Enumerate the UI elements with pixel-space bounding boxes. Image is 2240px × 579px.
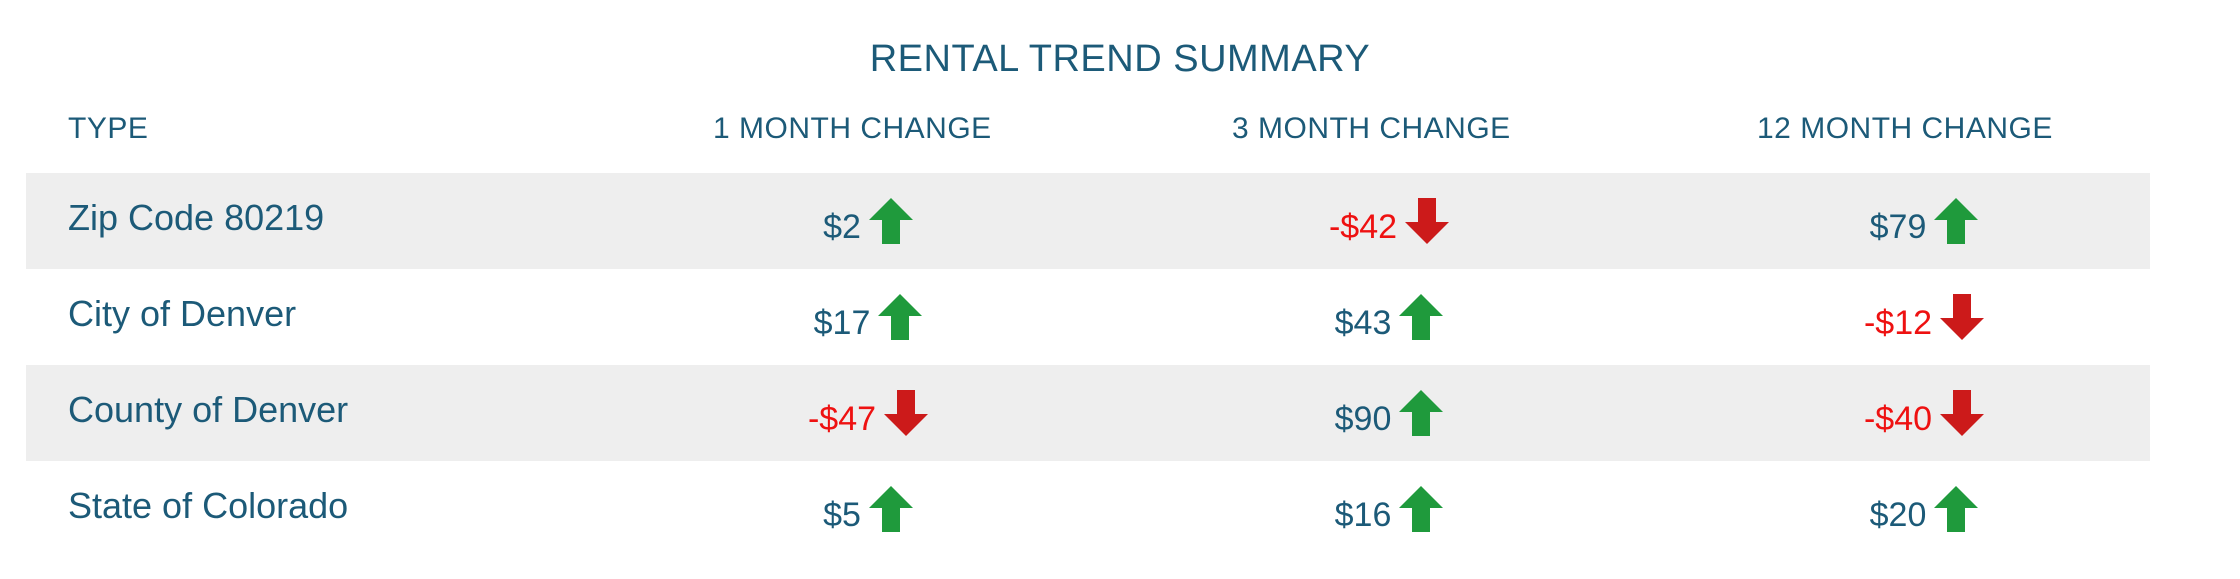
arrow-up-icon xyxy=(1934,486,1979,532)
arrow-down-shape xyxy=(1940,390,1985,436)
row-type-label: County of Denver xyxy=(68,389,349,430)
change-value: -$47 xyxy=(807,399,877,438)
cell-12-month-change: -$12 xyxy=(1774,269,2074,365)
change-value: $17 xyxy=(813,303,871,342)
cell-3-month-change: $43 xyxy=(1239,269,1539,365)
cell-12-month-change: $79 xyxy=(1774,173,2074,269)
change-value: $20 xyxy=(1869,495,1927,534)
row-type-label: City of Denver xyxy=(68,293,297,334)
arrow-down-shape xyxy=(1405,198,1450,244)
arrow-down-icon xyxy=(1940,294,1985,340)
arrow-down-icon xyxy=(884,390,929,436)
arrow-up-shape xyxy=(1934,198,1979,244)
cell-3-month-change: $16 xyxy=(1239,461,1539,557)
arrow-up-shape xyxy=(1934,486,1979,532)
change-value: $90 xyxy=(1334,399,1392,438)
change-value: $79 xyxy=(1869,207,1927,246)
header-12-month-change: 12 MONTH CHANGE xyxy=(1757,112,2053,145)
arrow-up-shape xyxy=(1399,294,1444,340)
header-3-month-change: 3 MONTH CHANGE xyxy=(1232,112,1511,145)
arrow-down-shape xyxy=(1940,294,1985,340)
change-value: -$40 xyxy=(1863,399,1933,438)
table-body: Zip Code 80219 $2 -$42 $79 City of Denve… xyxy=(26,173,2150,557)
arrow-up-shape xyxy=(1399,486,1444,532)
arrow-up-icon xyxy=(868,486,913,532)
page-title: RENTAL TREND SUMMARY xyxy=(869,38,1371,80)
arrow-up-icon xyxy=(1399,294,1444,340)
arrow-up-icon xyxy=(1934,198,1979,244)
cell-12-month-change: $20 xyxy=(1774,461,2074,557)
arrow-up-icon xyxy=(868,198,913,244)
table-row: State of Colorado $5 $16 $20 xyxy=(26,461,2150,557)
row-type-label: State of Colorado xyxy=(68,485,349,526)
change-value: -$42 xyxy=(1328,207,1398,246)
arrow-up-shape xyxy=(1399,390,1444,436)
arrow-up-shape xyxy=(868,486,913,532)
arrow-up-icon xyxy=(1399,486,1444,532)
table-row: Zip Code 80219 $2 -$42 $79 xyxy=(26,173,2150,269)
cell-1-month-change: -$47 xyxy=(718,365,1018,461)
cell-3-month-change: -$42 xyxy=(1239,173,1539,269)
cell-1-month-change: $5 xyxy=(718,461,1018,557)
change-value: $5 xyxy=(823,495,861,534)
change-value: -$12 xyxy=(1863,303,1933,342)
change-value: $2 xyxy=(823,207,861,246)
arrow-down-icon xyxy=(1940,390,1985,436)
change-value: $16 xyxy=(1334,495,1392,534)
row-type-label: Zip Code 80219 xyxy=(68,197,325,238)
arrow-down-icon xyxy=(1405,198,1450,244)
arrow-up-icon xyxy=(1399,390,1444,436)
cell-3-month-change: $90 xyxy=(1239,365,1539,461)
header-type: TYPE xyxy=(68,112,149,145)
arrow-up-shape xyxy=(878,294,923,340)
table-header: TYPE 1 MONTH CHANGE 3 MONTH CHANGE 12 MO… xyxy=(0,112,2240,156)
cell-1-month-change: $2 xyxy=(718,173,1018,269)
table-row: City of Denver $17 $43 -$12 xyxy=(26,269,2150,365)
arrow-up-shape xyxy=(868,198,913,244)
header-1-month-change: 1 MONTH CHANGE xyxy=(713,112,992,145)
cell-1-month-change: $17 xyxy=(718,269,1018,365)
cell-12-month-change: -$40 xyxy=(1774,365,2074,461)
arrow-up-icon xyxy=(878,294,923,340)
arrow-down-shape xyxy=(884,390,929,436)
table-row: County of Denver -$47 $90 -$40 xyxy=(26,365,2150,461)
change-value: $43 xyxy=(1334,303,1392,342)
